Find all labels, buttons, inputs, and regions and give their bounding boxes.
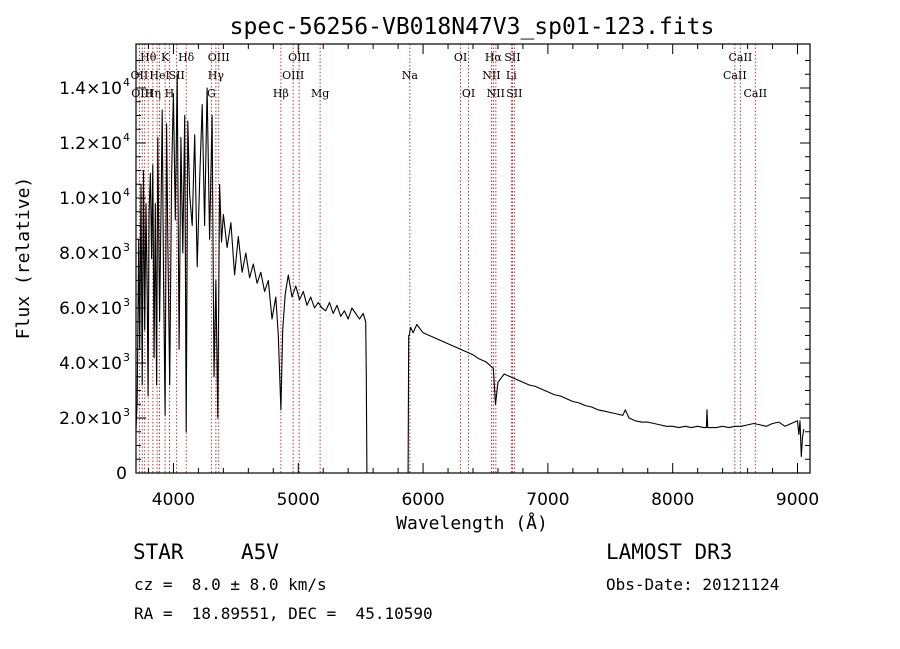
spectrum-line (135, 73, 805, 474)
line-marker-label: Hγ (208, 69, 225, 82)
plot-frame (135, 43, 811, 474)
y-tick-exponent: 4 (123, 76, 130, 89)
y-tick-label: 1.0×10 (59, 189, 122, 209)
y-axis-title: Flux (relative) (13, 177, 34, 340)
line-marker-label: Hη (145, 87, 161, 100)
line-marker-label: Mg (311, 87, 329, 100)
y-tick-exponent: 3 (123, 296, 130, 309)
line-marker-label: SII (169, 69, 185, 82)
line-marker-label: OIII (208, 51, 230, 64)
x-tick-label: 8000 (651, 490, 694, 510)
y-tick-exponent: 3 (123, 406, 130, 419)
y-tick-exponent: 3 (123, 241, 130, 254)
line-marker-label: SII (506, 87, 522, 100)
line-marker-label: Na (402, 69, 419, 82)
x-tick-label: 4000 (152, 490, 195, 510)
line-marker-label: CaII (743, 87, 767, 100)
y-tick-exponent: 3 (123, 351, 130, 364)
y-tick-exponent: 4 (123, 186, 130, 199)
x-axis-title: Wavelength (Å) (396, 512, 548, 534)
line-marker-label: CaII (729, 51, 753, 64)
line-marker-label: NII (487, 87, 505, 100)
line-marker-label: OIII (131, 87, 153, 100)
y-tick-label: 0 (116, 464, 127, 484)
line-marker-label: OIII (282, 69, 304, 82)
survey-name: LAMOST DR3 (606, 540, 733, 564)
y-tick-label: 8.0×10 (59, 244, 122, 264)
y-tick-exponent: 4 (123, 131, 130, 144)
line-marker-label: NII (482, 69, 500, 82)
line-marker-label: HeI (149, 69, 169, 82)
line-marker-label: Hδ (178, 51, 195, 64)
x-tick-label: 7000 (526, 490, 569, 510)
line-marker-label: SII (504, 51, 520, 64)
line-marker-label: OI (454, 51, 467, 64)
subclass: A5V (241, 540, 279, 564)
y-tick-label: 1.4×10 (59, 79, 122, 99)
y-tick-label: 2.0×10 (59, 409, 122, 429)
line-marker-label: Li (506, 69, 517, 82)
line-marker-label: OI (462, 87, 475, 100)
line-marker-label: OIII (288, 51, 310, 64)
line-marker-label: K (161, 51, 170, 64)
line-marker-label: OII (131, 69, 149, 82)
line-marker-label: Hβ (273, 87, 289, 100)
obs-date: Obs-Date: 20121124 (606, 575, 780, 594)
object-class: STAR (133, 540, 184, 564)
line-marker-label: Hα (485, 51, 503, 64)
x-tick-label: 5000 (277, 490, 320, 510)
coordinates: RA = 18.89551, DEC = 45.10590 (134, 604, 433, 623)
line-marker-label: CaII (723, 69, 747, 82)
line-marker-label: G (207, 87, 216, 100)
line-marker-label: Hθ (140, 51, 157, 64)
chart-title: spec-56256-VB018N47V3_sp01-123.fits (230, 14, 715, 40)
x-tick-label: 9000 (776, 490, 819, 510)
y-tick-label: 1.2×10 (59, 134, 122, 154)
line-marker-label: H (165, 87, 175, 100)
y-tick-label: 4.0×10 (59, 354, 122, 374)
y-tick-label: 6.0×10 (59, 299, 122, 319)
x-tick-label: 6000 (401, 490, 444, 510)
velocity: cz = 8.0 ± 8.0 km/s (134, 575, 327, 594)
